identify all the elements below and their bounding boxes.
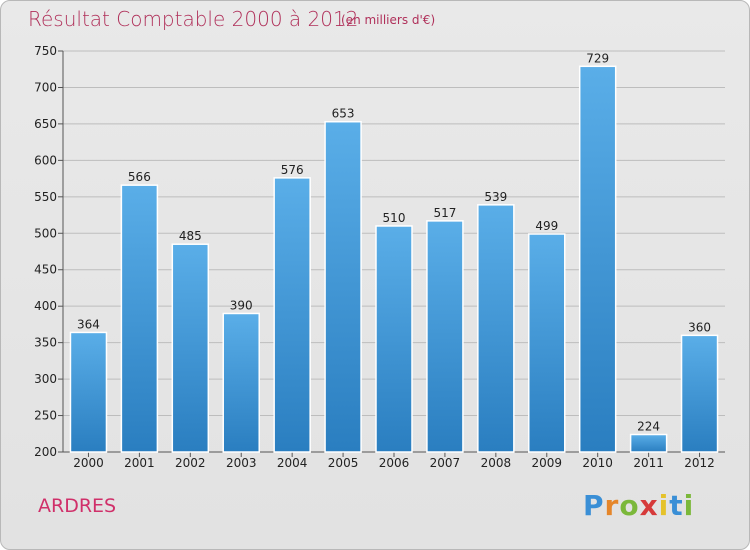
bars xyxy=(69,65,719,453)
x-tick-label: 2001 xyxy=(124,456,155,470)
x-tick-label: 2009 xyxy=(531,456,562,470)
bar-value-label: 364 xyxy=(77,317,100,331)
bar xyxy=(528,233,566,453)
logo-letter: t xyxy=(669,489,684,522)
bar xyxy=(324,120,362,453)
logo-letter: o xyxy=(619,489,640,522)
y-tick-label: 350 xyxy=(34,336,57,350)
y-tick-label: 250 xyxy=(34,409,57,423)
y-tick-label: 450 xyxy=(34,263,57,277)
bar-value-label: 390 xyxy=(230,298,253,312)
bar-value-label: 729 xyxy=(586,51,609,65)
logo-letter: r xyxy=(604,489,620,522)
bar-value-label: 566 xyxy=(128,170,151,184)
chart-title: Résultat Comptable 2000 à 2012 xyxy=(28,7,359,31)
bar xyxy=(375,225,413,453)
bar xyxy=(426,220,464,453)
x-tick-labels: 2000 2001 2002 2003 2004 2005 2006 2007 2008 2009… xyxy=(73,456,715,470)
x-tick-label: 2000 xyxy=(73,456,104,470)
bar xyxy=(578,65,617,453)
y-tick-label: 700 xyxy=(34,80,57,94)
y-tick-label: 750 xyxy=(34,44,57,58)
bar xyxy=(477,204,515,453)
x-tick-label: 2002 xyxy=(175,456,206,470)
logo-letter: x xyxy=(639,489,659,522)
y-tick-label: 600 xyxy=(34,153,57,167)
bar xyxy=(273,177,311,453)
x-tick-label: 2007 xyxy=(430,456,461,470)
y-tick-label: 400 xyxy=(34,299,57,313)
bar-value-label: 485 xyxy=(179,229,202,243)
bar-value-label: 517 xyxy=(433,206,456,220)
y-tick-label: 200 xyxy=(34,445,57,459)
proxiti-logo: Proxiti xyxy=(583,489,694,522)
bar-value-label: 224 xyxy=(637,420,660,434)
y-tick-label: 550 xyxy=(34,190,57,204)
x-tick-label: 2008 xyxy=(481,456,512,470)
value-labels: 364 566 485 390 576 653 510 517 539 499 729 224 360 xyxy=(77,51,711,433)
y-tick-label: 300 xyxy=(34,372,57,386)
bar-value-label: 576 xyxy=(281,163,304,177)
bar xyxy=(120,184,159,453)
bar-value-label: 539 xyxy=(484,190,507,204)
bar-value-label: 653 xyxy=(332,107,355,121)
x-tick-label: 2006 xyxy=(379,456,410,470)
bar xyxy=(680,334,719,453)
commune-name: ARDRES xyxy=(38,495,117,517)
logo-letter: P xyxy=(583,489,605,522)
chart-subtitle: (en milliers d'€) xyxy=(341,13,436,27)
logo-letter: i xyxy=(658,489,670,522)
bar-value-label: 360 xyxy=(688,320,711,334)
y-tick-label: 500 xyxy=(34,226,57,240)
bar xyxy=(69,331,108,453)
logo-letter: i xyxy=(683,489,695,522)
x-tick-label: 2004 xyxy=(277,456,308,470)
bar-value-label: 499 xyxy=(535,219,558,233)
bar xyxy=(171,243,210,453)
bar-value-label: 510 xyxy=(383,211,406,225)
x-tick-label: 2005 xyxy=(328,456,359,470)
x-tick-label: 2003 xyxy=(226,456,257,470)
x-tick-label: 2010 xyxy=(582,456,613,470)
y-tick-labels: 200 250 300 350 400 450 500 550 600 650 700 750 xyxy=(34,44,57,459)
x-tick-label: 2012 xyxy=(684,456,715,470)
bar xyxy=(629,433,668,453)
bar xyxy=(222,312,260,453)
y-tick-label: 650 xyxy=(34,117,57,131)
x-tick-label: 2011 xyxy=(633,456,664,470)
